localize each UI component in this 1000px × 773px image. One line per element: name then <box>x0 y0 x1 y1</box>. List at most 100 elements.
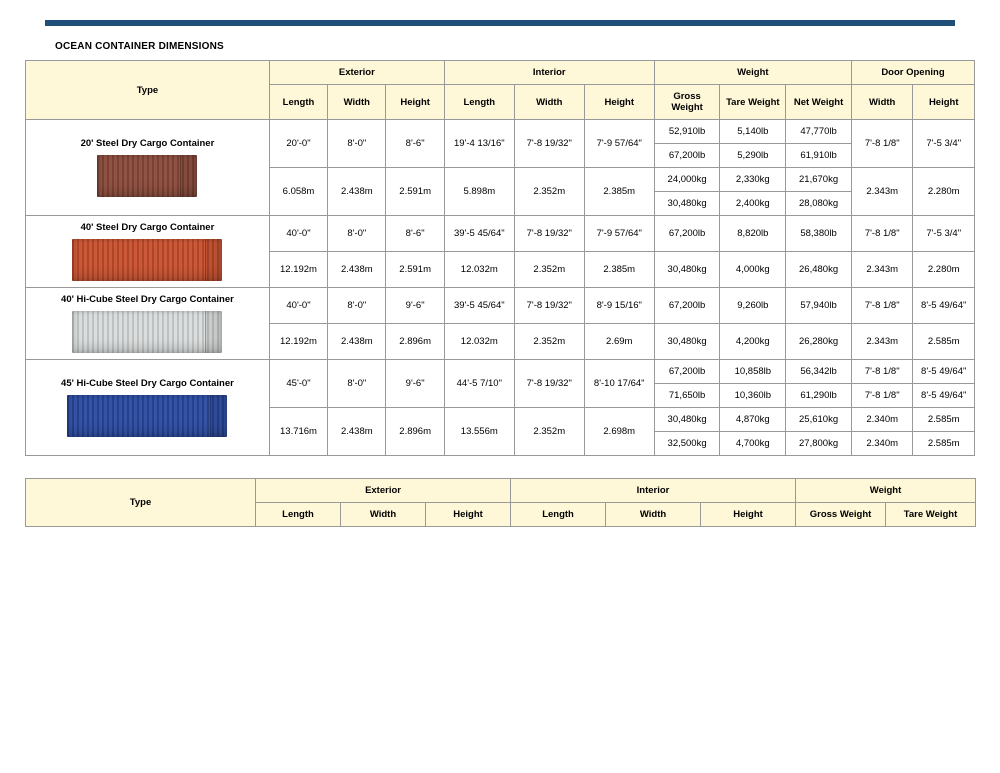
th-door: Door Opening <box>851 61 974 85</box>
th2-sub: Height <box>701 503 796 527</box>
cell: 30,480kg <box>654 192 720 216</box>
cell: 8'-10 17/64" <box>584 360 654 408</box>
cell: 7'-9 57/64" <box>584 216 654 252</box>
type-cell: 40' Hi-Cube Steel Dry Cargo Container <box>26 288 270 360</box>
th2-sub: Gross Weight <box>796 503 886 527</box>
cell: 7'-8 1/8" <box>851 216 912 252</box>
cell: 2.585m <box>913 432 975 456</box>
type-cell: 45' Hi-Cube Steel Dry Cargo Container <box>26 360 270 456</box>
cell: 67,200lb <box>654 144 720 168</box>
cell: 9,260lb <box>720 288 786 324</box>
cell: 5,140lb <box>720 120 786 144</box>
cell: 2.585m <box>913 324 975 360</box>
cell: 8'-0" <box>328 288 386 324</box>
dimensions-table: Type Exterior Interior Weight Door Openi… <box>25 60 975 456</box>
cell: 7'-9 57/64" <box>584 120 654 168</box>
cell: 39'-5 45/64" <box>444 216 514 252</box>
th2-sub: Tare Weight <box>886 503 976 527</box>
cell: 13.716m <box>269 408 327 456</box>
cell: 6.058m <box>269 168 327 216</box>
cell: 8'-0" <box>328 216 386 252</box>
cell: 2.343m <box>851 252 912 288</box>
th2-sub: Height <box>426 503 511 527</box>
cell: 8'-9 15/16" <box>584 288 654 324</box>
cell: 2.698m <box>584 408 654 456</box>
th-ext-height: Height <box>386 85 444 120</box>
table-head: Type Exterior Interior Weight Door Openi… <box>26 61 975 120</box>
cell: 4,700kg <box>720 432 786 456</box>
cell: 7'-8 19/32" <box>514 360 584 408</box>
th-tare: Tare Weight <box>720 85 786 120</box>
cell: 10,858lb <box>720 360 786 384</box>
cell: 52,910lb <box>654 120 720 144</box>
th2-sub: Length <box>511 503 606 527</box>
cell: 7'-8 1/8" <box>851 384 912 408</box>
accent-bar <box>45 20 955 26</box>
cell: 2.340m <box>851 408 912 432</box>
cell: 12.032m <box>444 252 514 288</box>
th-exterior: Exterior <box>269 61 444 85</box>
cell: 7'-5 3/4" <box>913 120 975 168</box>
cell: 7'-8 19/32" <box>514 120 584 168</box>
container-icon <box>97 155 197 197</box>
cell: 4,200kg <box>720 324 786 360</box>
th-interior: Interior <box>444 61 654 85</box>
cell: 47,770lb <box>786 120 852 144</box>
secondary-header-table: Type Exterior Interior Weight Length Wid… <box>25 478 976 527</box>
cell: 8'-5 49/64" <box>913 384 975 408</box>
th-ext-length: Length <box>269 85 327 120</box>
cell: 2.352m <box>514 324 584 360</box>
cell: 61,290lb <box>786 384 852 408</box>
cell: 2,330kg <box>720 168 786 192</box>
cell: 30,480kg <box>654 252 720 288</box>
cell: 2.352m <box>514 408 584 456</box>
cell: 2.385m <box>584 252 654 288</box>
cell: 2.438m <box>328 252 386 288</box>
cell: 27,800kg <box>786 432 852 456</box>
cell: 12.192m <box>269 324 327 360</box>
cell: 30,480kg <box>654 408 720 432</box>
table-row: 40' Steel Dry Cargo Container40'-0"8'-0"… <box>26 216 975 252</box>
th2-interior: Interior <box>511 479 796 503</box>
cell: 8'-6" <box>386 120 444 168</box>
cell: 8,820lb <box>720 216 786 252</box>
cell: 2.352m <box>514 168 584 216</box>
container-name: 20' Steel Dry Cargo Container <box>81 138 215 149</box>
cell: 67,200lb <box>654 360 720 384</box>
cell: 45'-0" <box>269 360 327 408</box>
cell: 21,670kg <box>786 168 852 192</box>
table-row: 40' Hi-Cube Steel Dry Cargo Container40'… <box>26 288 975 324</box>
cell: 2.591m <box>386 252 444 288</box>
cell: 8'-6" <box>386 216 444 252</box>
cell: 67,200lb <box>654 216 720 252</box>
cell: 8'-5 49/64" <box>913 288 975 324</box>
cell: 9'-6" <box>386 288 444 324</box>
th-gross: Gross Weight <box>654 85 720 120</box>
cell: 7'-8 1/8" <box>851 360 912 384</box>
cell: 7'-8 19/32" <box>514 216 584 252</box>
cell: 61,910lb <box>786 144 852 168</box>
cell: 24,000kg <box>654 168 720 192</box>
cell: 12.192m <box>269 252 327 288</box>
cell: 8'-5 49/64" <box>913 360 975 384</box>
th-door-width: Width <box>851 85 912 120</box>
cell: 57,940lb <box>786 288 852 324</box>
cell: 5.898m <box>444 168 514 216</box>
cell: 26,480kg <box>786 252 852 288</box>
cell: 7'-8 1/8" <box>851 288 912 324</box>
th-int-height: Height <box>584 85 654 120</box>
cell: 2.343m <box>851 168 912 216</box>
table-gap <box>25 456 975 478</box>
cell: 2.896m <box>386 324 444 360</box>
type-cell: 20' Steel Dry Cargo Container <box>26 120 270 216</box>
table-row: 45' Hi-Cube Steel Dry Cargo Container45'… <box>26 360 975 384</box>
cell: 4,000kg <box>720 252 786 288</box>
cell: 58,380lb <box>786 216 852 252</box>
cell: 12.032m <box>444 324 514 360</box>
cell: 67,200lb <box>654 288 720 324</box>
cell: 56,342lb <box>786 360 852 384</box>
cell: 20'-0" <box>269 120 327 168</box>
cell: 25,610kg <box>786 408 852 432</box>
cell: 4,870kg <box>720 408 786 432</box>
cell: 2.385m <box>584 168 654 216</box>
